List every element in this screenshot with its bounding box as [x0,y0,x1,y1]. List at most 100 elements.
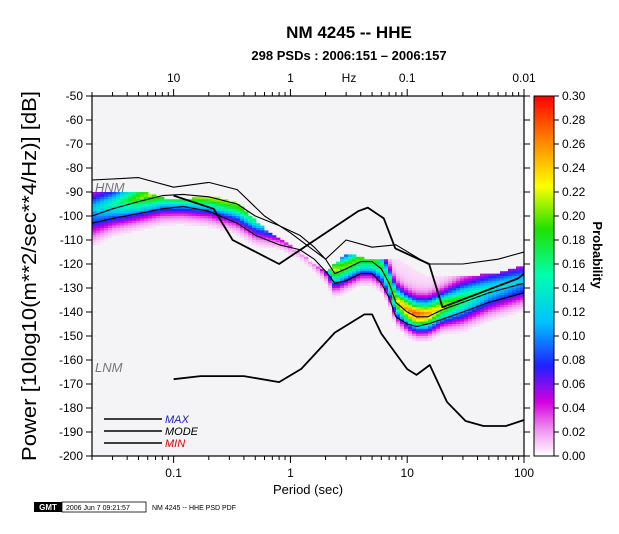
density-cell [404,288,409,291]
density-cell [404,304,409,308]
density-cell [412,276,417,279]
density-cell [340,273,345,277]
density-cell [384,288,389,291]
density-cell [404,285,409,289]
density-cell [100,206,105,210]
density-cell [172,199,177,202]
density-cell [344,271,349,274]
density-cell [208,201,213,205]
density-cell [488,280,493,284]
density-cell [396,271,401,274]
density-cell [116,196,121,200]
density-cell [212,220,217,224]
density-cell [132,218,137,222]
density-cell [520,285,524,289]
density-cell [420,288,425,291]
density-cell [232,223,237,226]
density-cell [212,218,217,222]
density-cell [512,285,517,289]
density-cell [500,309,505,313]
density-cell [500,278,505,282]
density-cell [156,211,161,214]
density-cell [416,280,421,284]
density-cell [452,276,457,279]
density-cell [236,218,241,222]
density-cell [508,276,513,279]
top-tick-label: 10 [167,71,181,85]
density-cell [160,206,165,210]
density-cell [212,225,217,229]
density-cell [472,307,477,310]
density-cell [144,218,149,222]
density-cell [396,285,401,289]
density-cell [348,259,353,262]
density-cell [104,213,109,217]
density-cell [424,297,429,301]
colorbar-label: Probability [590,221,605,289]
density-cell [272,240,277,243]
density-cell [516,300,521,303]
density-cell [248,220,253,224]
density-cell [332,283,337,286]
density-cell [208,208,213,212]
density-cell [108,199,113,202]
density-cell [336,283,341,286]
density-cell [460,285,465,289]
density-cell [416,278,421,282]
density-cell [364,259,369,262]
density-cell [456,290,461,294]
density-cell [504,297,509,301]
density-cell [388,259,393,262]
density-cell [412,304,417,308]
density-cell [512,271,517,274]
density-cell [392,268,397,272]
density-cell [168,208,173,212]
density-cell [124,208,129,212]
density-cell [232,211,237,214]
density-cell [384,278,389,282]
density-cell [264,242,269,246]
density-cell [204,206,209,210]
density-cell [436,304,441,308]
density-cell [472,295,477,298]
density-cell [200,220,205,224]
density-cell [368,268,373,272]
density-cell [484,278,489,282]
density-cell [128,225,133,229]
density-cell [472,316,477,320]
density-cell [332,268,337,272]
density-cell [252,220,257,224]
density-cell [100,213,105,217]
density-cell [240,220,245,224]
density-cell [212,204,217,207]
density-cell [124,228,129,231]
density-cell [500,304,505,308]
density-cell [344,278,349,282]
density-cell [420,309,425,313]
density-cell [424,309,429,313]
density-cell [132,211,137,214]
density-cell [448,280,453,284]
density-cell [100,220,105,224]
density-cell [392,300,397,303]
density-cell [468,307,473,310]
density-cell [420,292,425,296]
density-cell [376,271,381,274]
density-cell [364,278,369,282]
density-cell [108,228,113,231]
density-cell [152,223,157,226]
density-cell [376,280,381,284]
density-cell [240,230,245,234]
density-cell [396,314,401,318]
density-cell [452,300,457,303]
top-tick-label: 1 [287,71,294,85]
density-cell [496,290,501,294]
density-cell [496,307,501,310]
density-cell [516,304,521,308]
density-cell [208,225,213,229]
density-cell [92,225,97,229]
density-cell [440,297,445,301]
density-cell [460,276,465,279]
density-cell [376,276,381,279]
density-cell [480,288,485,291]
